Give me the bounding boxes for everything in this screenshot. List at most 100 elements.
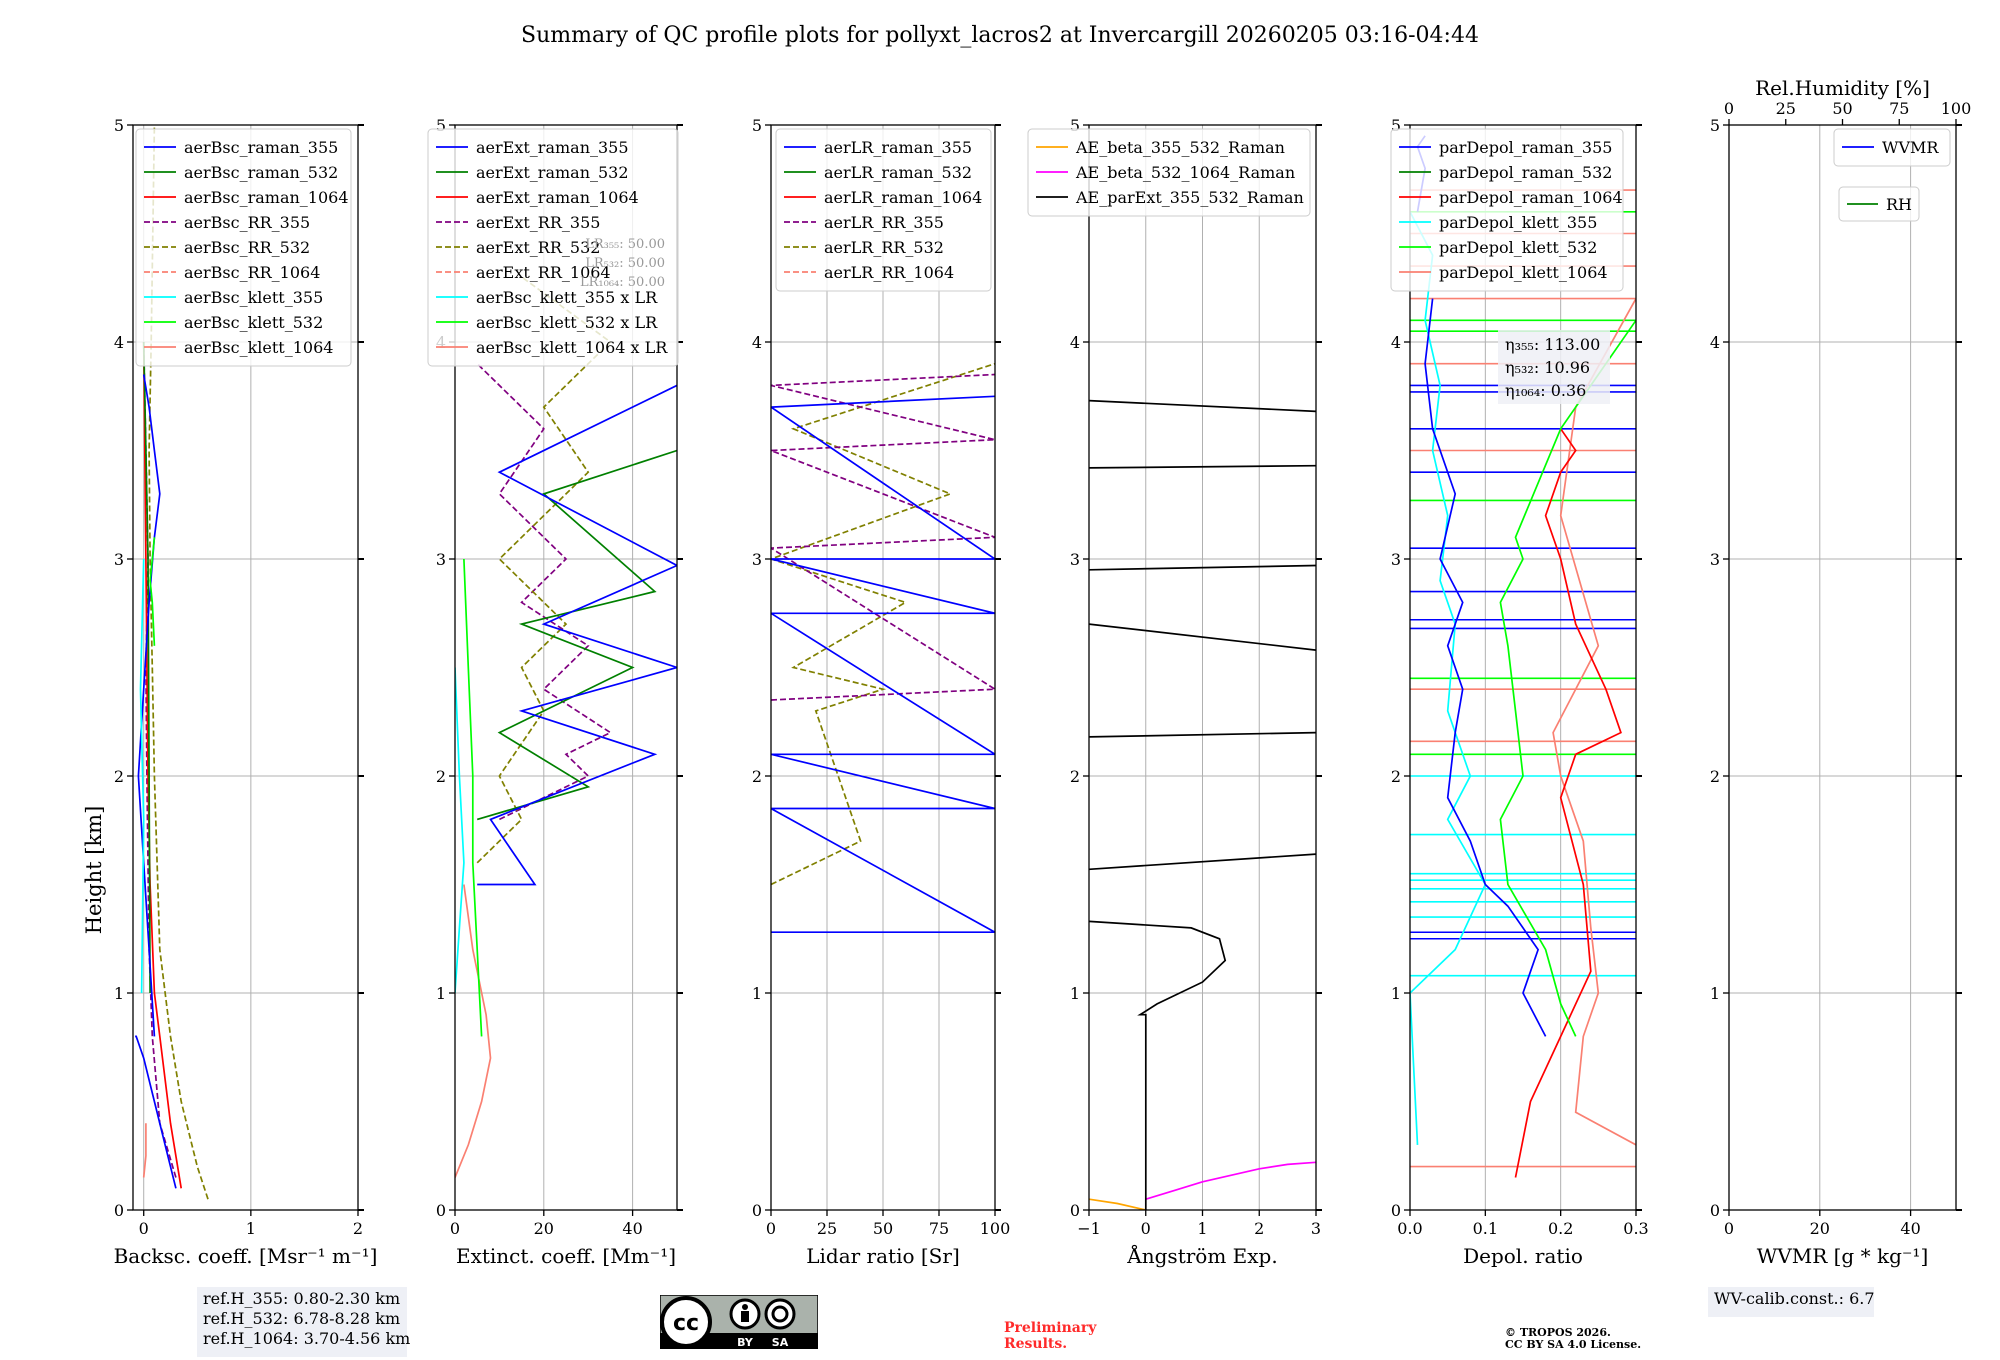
lr-label-1: LR₅₃₂: 50.00 (585, 256, 665, 271)
panel-ext: 01234502040Extinct. coeff. [Mm⁻¹]aerExt_… (427, 116, 683, 1268)
info-line-bsc-0: ref.H_355: 0.80-2.30 km (203, 1289, 400, 1308)
ytick-wv-0: 0 (1710, 1201, 1720, 1220)
series-aerBsc_raman_532 (142, 341, 151, 994)
series-aerBsc_klett_355 (139, 558, 145, 994)
legend-label-ext-5: aerExt_RR_1064 (476, 263, 611, 282)
preliminary-line1: Preliminary (1004, 1320, 1097, 1336)
top-xtick-4: 100 (1941, 99, 1972, 118)
series-aerLR_RR_532 (771, 362, 995, 886)
legend-frame-bsc (135, 128, 352, 367)
series-AE_beta_355_532_Raman (1089, 1198, 1146, 1210)
axes-frame-bsc (132, 124, 359, 1211)
legend-label-lr-1: aerLR_raman_532 (824, 163, 972, 182)
ytick-lr-3: 3 (752, 550, 762, 569)
series-AE_beta_532_1064_Raman (1145, 1161, 1316, 1201)
ytick-wv-2: 2 (1710, 767, 1720, 786)
ytick-depol-0: 0 (1391, 1201, 1401, 1220)
xtick-ae-3: 2 (1254, 1219, 1264, 1238)
top-xtick-3: 75 (1889, 99, 1909, 118)
xtick-ae-2: 1 (1197, 1219, 1207, 1238)
figure-title: Summary of QC profile plots for pollyxt_… (521, 23, 1479, 48)
legend-label-bsc-5: aerBsc_RR_1064 (184, 263, 320, 282)
series-aerBsc_raman_355b (137, 374, 161, 1037)
ytick-wv-1: 1 (1710, 984, 1720, 1003)
series-aerExt_raman_355 (477, 384, 677, 886)
xtick-depol-1: 0.1 (1473, 1219, 1498, 1238)
series-aerBsc_klett_1064 (142, 1123, 147, 1178)
xtick-lr-3: 75 (929, 1219, 949, 1238)
series-AE_parExt_b (1089, 853, 1316, 871)
legend2-label: RH (1886, 195, 1912, 214)
xtick-bsc-0: 0 (139, 1219, 149, 1238)
ytick-depol-2: 2 (1391, 767, 1401, 786)
xtick-ae-0: −1 (1077, 1219, 1101, 1238)
legend-label-lr-4: aerLR_RR_532 (824, 238, 944, 257)
xtick-lr-4: 100 (980, 1219, 1011, 1238)
legend-label-ext-6: aerBsc_klett_355 x LR (476, 288, 658, 307)
legend-label-bsc-1: aerBsc_raman_532 (184, 163, 338, 182)
legend-label-lr-2: aerLR_raman_1064 (824, 188, 982, 207)
info-box-bsc (197, 1287, 407, 1357)
lr-label-0: LR₃₅₅: 50.00 (585, 237, 665, 252)
legend-label-ae-0: AE_beta_355_532_Raman (1075, 138, 1285, 157)
legend-depol: parDepol_raman_355 parDepol_raman_532 parD… (1390, 128, 1624, 292)
xlabel-depol: Depol. ratio (1463, 1244, 1583, 1268)
ytick-depol-4: 4 (1391, 333, 1401, 352)
legend-label-depol-4: parDepol_klett_532 (1439, 238, 1597, 257)
legend-frame-wv (1833, 128, 1951, 167)
xtick-depol-0: 0.0 (1397, 1219, 1422, 1238)
legend-wv: WVMR RH (1833, 128, 1951, 222)
ytick-bsc-2: 2 (114, 767, 124, 786)
series-AE_parExt_f (1089, 464, 1316, 469)
cc-sa-label: SA (772, 1336, 789, 1349)
series-aerExt_klett_532 (463, 558, 483, 1037)
series-aerExt_klett_355 (455, 667, 465, 994)
series-parDepol_klett_1064 (1552, 298, 1636, 1146)
xtick-ae-4: 3 (1311, 1219, 1321, 1238)
ytick-ae-2: 2 (1070, 767, 1080, 786)
ytick-bsc-3: 3 (114, 550, 124, 569)
ytick-lr-1: 1 (752, 984, 762, 1003)
top-xtick-1: 25 (1776, 99, 1796, 118)
legend-label-bsc-6: aerBsc_klett_355 (184, 288, 323, 307)
legend-label-lr-0: aerLR_raman_355 (824, 138, 972, 157)
ytick-wv-4: 4 (1710, 333, 1720, 352)
ytick-ext-5: 5 (436, 116, 446, 135)
series-aerExt_RR_532 (476, 276, 612, 864)
series-aerLR_RR_355 (771, 373, 995, 701)
ytick-ext-1: 1 (436, 984, 446, 1003)
eta-box (1498, 330, 1610, 404)
info-line-bsc-1: ref.H_532: 6.78-8.28 km (203, 1309, 400, 1328)
eta-label-0: η₃₅₅: 113.00 (1505, 335, 1600, 354)
ytick-bsc-1: 1 (114, 984, 124, 1003)
preliminary-line2: Results. (1004, 1336, 1067, 1352)
legend-label-ext-4: aerExt_RR_532 (476, 238, 600, 257)
axes-frame-ext (454, 124, 678, 1211)
lr-label-2: LR₁₀₆₄: 50.00 (580, 275, 665, 290)
ytick-ae-3: 3 (1070, 550, 1080, 569)
legend-label-lr-5: aerLR_RR_1064 (824, 263, 954, 282)
panel-bsc: 0 1 2 3 4 5 0 1 2 Backsc. coeff. [Msr⁻¹ m⁻¹] aerBs… (114, 116, 410, 1357)
sa-icon (764, 1298, 796, 1330)
legend-label-bsc-0: aerBsc_raman_355 (184, 138, 338, 157)
legend-bsc: aerBsc_raman_355 aerBsc_raman_532 aerBsc_r… (135, 128, 352, 367)
legend-label-ext-2: aerExt_raman_1064 (476, 188, 639, 207)
ytick-ae-0: 0 (1070, 1201, 1080, 1220)
xlabel-wv: WVMR [g * kg⁻¹] (1757, 1244, 1929, 1268)
series-group-lr (771, 362, 995, 934)
legend-frame-ae (1027, 128, 1311, 217)
xtick-lr-0: 0 (766, 1219, 776, 1238)
ytick-lr-4: 4 (752, 333, 762, 352)
info-line-wv-0: WV-calib.const.: 6.7 (1714, 1289, 1875, 1308)
cc-label: cc (673, 1311, 699, 1336)
legend-label-ae-2: AE_parExt_355_532_Raman (1075, 188, 1304, 207)
axes-frame-wv (1728, 124, 1957, 1211)
series-aerExt_RR_355 (476, 363, 613, 821)
legend-label-bsc-7: aerBsc_klett_532 (184, 313, 323, 332)
ytick-depol-5: 5 (1391, 116, 1401, 135)
legend-label-bsc-3: aerBsc_RR_355 (184, 213, 310, 232)
xtick-wv-0: 0 (1724, 1219, 1734, 1238)
legend-label-ext-8: aerBsc_klett_1064 x LR (476, 338, 668, 357)
